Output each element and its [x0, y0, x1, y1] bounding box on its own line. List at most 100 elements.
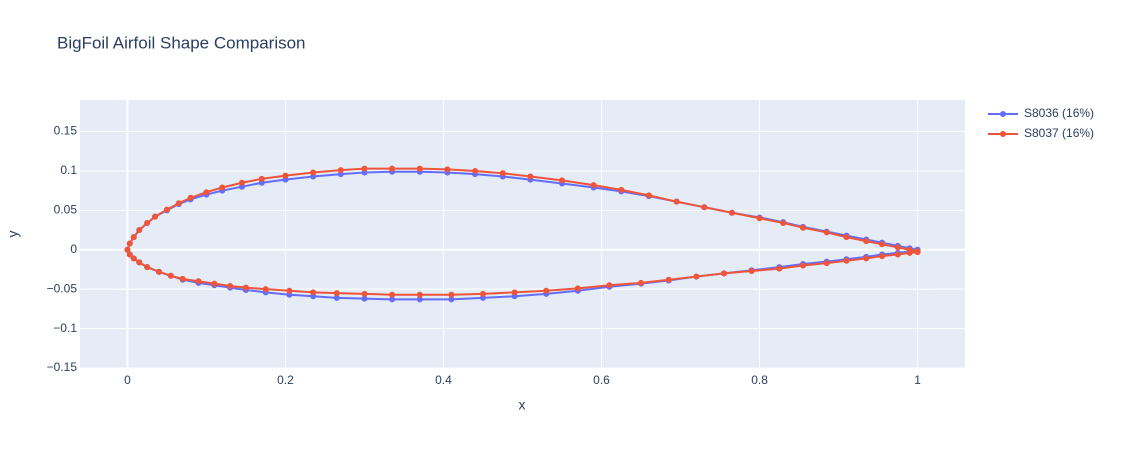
data-point [645, 192, 652, 199]
data-point [618, 186, 625, 193]
data-point [219, 184, 226, 191]
data-point [203, 189, 210, 196]
data-point [448, 291, 455, 298]
data-point [211, 280, 218, 287]
data-point [879, 253, 886, 260]
data-point [527, 173, 534, 180]
data-point [479, 290, 486, 297]
data-point [780, 219, 787, 226]
data-point [187, 194, 194, 201]
x-tick-label: 1 [914, 373, 921, 387]
y-tick-label: −0.15 [47, 360, 78, 374]
data-point [144, 219, 151, 226]
data-point [361, 295, 368, 302]
data-point [894, 251, 901, 258]
data-point [227, 283, 234, 290]
legend-label: S8037 (16%) [1024, 126, 1094, 140]
data-point [152, 213, 159, 220]
data-point [543, 287, 550, 294]
data-point [590, 182, 597, 189]
data-point [511, 289, 518, 296]
data-point [389, 296, 396, 303]
data-point [499, 170, 506, 177]
y-tick-label: 0.05 [54, 203, 78, 217]
data-point [286, 287, 293, 294]
data-point [728, 209, 735, 216]
data-point [337, 167, 344, 174]
data-point [175, 200, 182, 207]
x-tick-label: 0.8 [751, 373, 768, 387]
data-point [179, 275, 186, 282]
data-point [242, 284, 249, 291]
data-point [448, 296, 455, 303]
y-tick-label: 0.1 [60, 163, 77, 177]
data-point [163, 206, 170, 213]
data-point [823, 229, 830, 236]
data-point [863, 238, 870, 245]
data-point [748, 268, 755, 275]
x-axis-title: x [519, 397, 526, 413]
data-point [894, 244, 901, 251]
data-point [156, 268, 163, 275]
x-tick-label: 0.2 [277, 373, 294, 387]
data-point [124, 246, 131, 253]
data-point [800, 224, 807, 231]
y-tick-label: −0.05 [47, 281, 78, 295]
y-axis-title: y [5, 231, 21, 238]
data-point [843, 257, 850, 264]
data-point [776, 265, 783, 272]
data-point [126, 251, 133, 258]
data-point [361, 165, 368, 172]
chart-title: BigFoil Airfoil Shape Comparison [57, 33, 306, 52]
x-tick-label: 0.6 [593, 373, 610, 387]
data-point [389, 165, 396, 172]
data-point [167, 272, 174, 279]
data-point [863, 255, 870, 262]
data-point [136, 227, 143, 234]
data-point [823, 260, 830, 267]
data-point [333, 290, 340, 297]
data-point [665, 276, 672, 283]
y-tick-label: −0.1 [53, 321, 77, 335]
data-point [800, 262, 807, 269]
data-point [914, 249, 921, 256]
data-point [720, 270, 727, 277]
data-point [638, 279, 645, 286]
legend-marker [1000, 131, 1006, 137]
data-point [282, 172, 289, 179]
data-point [333, 294, 340, 301]
x-tick-label: 0.4 [435, 373, 452, 387]
data-point [606, 282, 613, 289]
data-point [693, 273, 700, 280]
data-point [559, 177, 566, 184]
data-point [195, 278, 202, 285]
data-point [444, 166, 451, 173]
data-point [361, 290, 368, 297]
legend-label: S8036 (16%) [1024, 106, 1094, 120]
data-point [416, 291, 423, 298]
data-point [756, 215, 763, 222]
data-point [130, 234, 137, 241]
data-point [262, 286, 269, 293]
data-point [906, 249, 913, 256]
data-point [673, 198, 680, 205]
series-line [126, 167, 918, 296]
data-point [879, 241, 886, 248]
data-point [843, 234, 850, 241]
data-point [472, 167, 479, 174]
x-tick-label: 0 [124, 373, 131, 387]
y-tick-label: 0.15 [54, 124, 78, 138]
data-point [126, 240, 133, 247]
data-point [416, 165, 423, 172]
data-point [310, 169, 317, 176]
data-point [574, 285, 581, 292]
legend-marker [1000, 111, 1006, 117]
data-point [310, 289, 317, 296]
data-point [416, 296, 423, 303]
data-point [130, 255, 137, 262]
data-point [238, 179, 245, 186]
data-point [144, 264, 151, 271]
plot-area [80, 100, 965, 368]
data-point [136, 259, 143, 266]
